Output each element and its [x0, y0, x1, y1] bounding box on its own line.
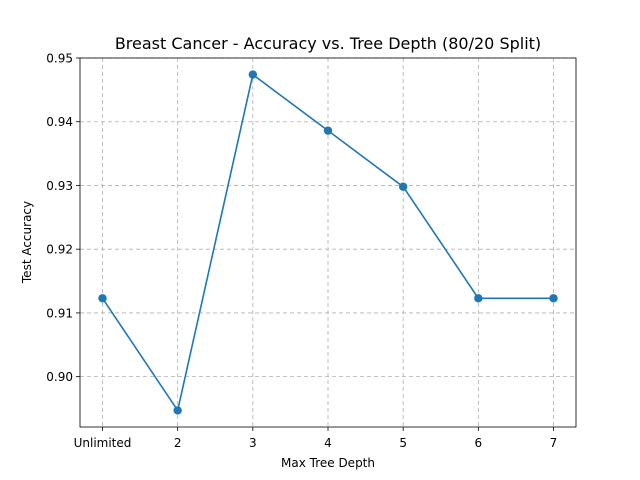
y-tick-label: 0.93: [46, 179, 73, 193]
series-layer: [98, 70, 558, 415]
x-tick-label: 7: [550, 436, 558, 450]
x-tick-label: Unlimited: [74, 436, 132, 450]
y-tick-label: 0.95: [46, 52, 73, 66]
data-point: [398, 182, 408, 191]
y-axis-label: Test Accuracy: [20, 201, 34, 284]
data-point: [248, 70, 258, 79]
y-tick-label: 0.90: [46, 370, 73, 384]
x-tick-label: 2: [174, 436, 182, 450]
x-tick-label: 4: [324, 436, 332, 450]
data-point: [173, 406, 182, 415]
x-axis-label: Max Tree Depth: [281, 456, 375, 470]
x-tick-label: 6: [475, 436, 483, 450]
data-point: [474, 294, 483, 303]
grid: [80, 57, 576, 427]
x-tick-label: 5: [399, 436, 407, 450]
data-point: [323, 126, 333, 135]
y-axis: 0.90 0.91 0.92 0.93 0.94 0.95: [46, 52, 80, 384]
data-point: [549, 294, 558, 303]
y-tick-label: 0.91: [46, 306, 73, 320]
y-tick-label: 0.94: [46, 115, 73, 129]
x-axis: Unlimited 2 3 4 5 6 7: [74, 427, 558, 450]
y-tick-label: 0.92: [46, 243, 73, 257]
data-point: [98, 294, 107, 303]
x-tick-label: 3: [249, 436, 257, 450]
chart-title: Breast Cancer - Accuracy vs. Tree Depth …: [115, 34, 541, 53]
